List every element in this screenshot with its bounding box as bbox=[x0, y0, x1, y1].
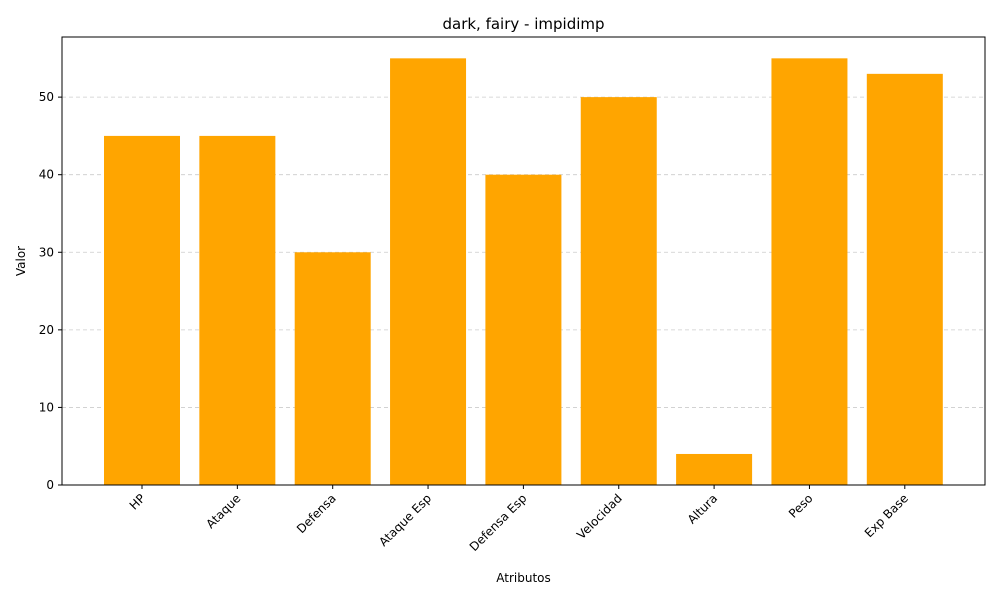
x-tick-label-3: Ataque Esp bbox=[376, 491, 434, 549]
bar-7 bbox=[771, 58, 848, 485]
bar-0 bbox=[104, 135, 180, 485]
x-tick-label-0: HP bbox=[127, 491, 148, 512]
y-axis-ticks: 0 10 20 30 40 50 bbox=[39, 90, 62, 492]
x-tick-label-1: Ataque bbox=[203, 491, 243, 531]
x-tick-label-2: Defensa bbox=[294, 491, 339, 536]
bars bbox=[104, 58, 943, 486]
x-axis-label: Atributos bbox=[496, 571, 551, 585]
bar-4 bbox=[485, 174, 562, 486]
x-tick-label-7: Peso bbox=[786, 491, 816, 521]
bar-1 bbox=[199, 135, 276, 485]
x-tick-label-8: Exp Base bbox=[862, 491, 911, 540]
y-tick-label-2: 20 bbox=[39, 323, 54, 337]
y-tick-label-4: 40 bbox=[39, 168, 54, 182]
y-tick-label-1: 10 bbox=[39, 400, 54, 414]
bar-8 bbox=[866, 73, 943, 486]
bar-3 bbox=[390, 58, 467, 485]
bar-5 bbox=[580, 97, 657, 485]
y-axis-label: Valor bbox=[14, 246, 28, 276]
x-axis-ticks: HP Ataque Defensa Ataque Esp Defensa Esp Velo… bbox=[127, 485, 911, 554]
x-tick-label-4: Defensa Esp bbox=[467, 491, 530, 554]
x-tick-label-6: Altura bbox=[685, 491, 720, 526]
y-tick-label-3: 30 bbox=[39, 245, 54, 259]
chart-title: dark, fairy - impidimp bbox=[442, 15, 604, 33]
bar-2 bbox=[294, 252, 371, 485]
y-tick-label-0: 0 bbox=[46, 478, 54, 492]
y-tick-label-5: 50 bbox=[39, 90, 54, 104]
x-tick-label-5: Velocidad bbox=[574, 491, 625, 542]
bar-6 bbox=[676, 453, 753, 485]
